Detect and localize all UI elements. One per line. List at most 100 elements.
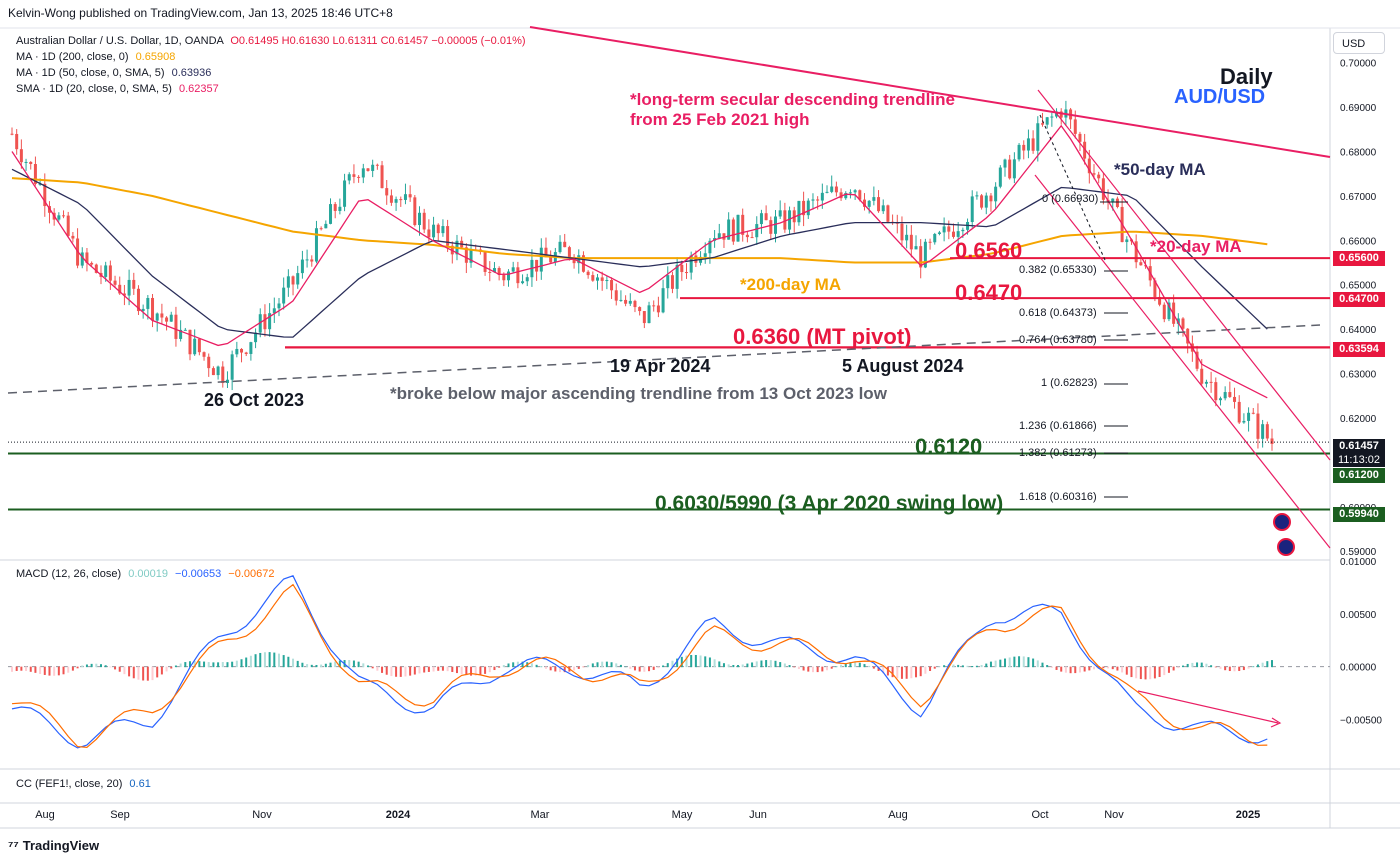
macd-bar (933, 666, 936, 669)
event-flag-icon (1277, 538, 1295, 556)
macd-bar (919, 666, 922, 677)
macd-bar (1022, 656, 1025, 668)
macd-bar (484, 666, 487, 674)
macd-bar (797, 666, 800, 670)
macd-bar (1083, 666, 1086, 672)
candle-up (441, 226, 445, 234)
time-tick-label: Nov (1104, 809, 1124, 821)
symbol-name[interactable]: Australian Dollar / U.S. Dollar, 1D, OAN… (16, 35, 224, 47)
candle-down (516, 267, 520, 284)
macd-bar (1074, 666, 1077, 674)
macd-bar (1069, 666, 1072, 674)
candle-down (352, 174, 356, 177)
candle-up (193, 338, 197, 355)
candle-down (497, 268, 501, 276)
macd-bar (11, 666, 13, 672)
macd-bar (268, 652, 271, 668)
fib-382-label: 0.382 (0.65330) (1019, 264, 1097, 276)
candle-down (502, 275, 506, 281)
candle-down (85, 252, 89, 263)
macd-bar (123, 666, 126, 675)
macd-bar (1172, 666, 1175, 671)
macd-bar (432, 666, 435, 672)
macd-bar (737, 664, 740, 668)
candle-down (408, 194, 412, 198)
macd-bar (1055, 666, 1058, 670)
macd-bar (128, 666, 131, 677)
candle-down (62, 215, 66, 217)
candle-down (94, 264, 98, 273)
candle-down (624, 299, 628, 304)
macd-bar (362, 663, 365, 668)
macd-bar (807, 666, 810, 672)
macd-bar (498, 666, 501, 668)
candle-up (905, 234, 909, 241)
candle-down (263, 314, 267, 330)
candle-up (596, 277, 600, 281)
candle-down (333, 204, 337, 211)
sma20-legend-row[interactable]: SMA · 1D (20, close, 0, SMA, 5) 0.62357 (16, 81, 526, 97)
macd-bar (559, 666, 562, 673)
fib-1-label: 1 (0.62823) (1041, 377, 1098, 389)
candle-up (1261, 424, 1265, 439)
macd-bar (221, 662, 224, 668)
macd-legend[interactable]: MACD (12, 26, close) 0.00019 −0.00653 −0… (16, 568, 274, 580)
ma50-legend-row[interactable]: MA · 1D (50, close, 0, SMA, 5) 0.63936 (16, 65, 526, 81)
candle-up (432, 224, 436, 238)
macd-bar (1158, 666, 1161, 677)
candle-down (614, 290, 618, 301)
candle-up (867, 200, 871, 207)
macd-bar (292, 658, 295, 668)
candle-up (820, 192, 824, 201)
macd-bar (615, 663, 618, 668)
macd-bar (1046, 665, 1049, 668)
tradingview-logo[interactable]: ⁷⁷ TradingView (8, 838, 99, 853)
candle-up (225, 379, 229, 383)
price-tick-label: 0.64000 (1340, 325, 1377, 336)
macd-bar (854, 662, 857, 668)
price-tick-label: 0.65000 (1340, 281, 1377, 292)
macd-bar (900, 666, 903, 679)
candle-up (647, 305, 651, 324)
candle-down (544, 247, 548, 258)
macd-bar (802, 666, 805, 671)
candle-up (24, 161, 28, 163)
candle-up (511, 267, 515, 272)
candle-up (933, 233, 937, 243)
macd-bar (184, 662, 187, 668)
macd-bar (1167, 666, 1170, 673)
candle-down (211, 368, 215, 376)
macd-bar (910, 666, 913, 679)
macd-bar (1116, 666, 1119, 671)
sma20-line (11, 124, 1268, 399)
candle-up (778, 210, 782, 217)
currency-button[interactable]: USD (1333, 32, 1385, 54)
candle-up (525, 277, 529, 282)
macd-bar (718, 661, 721, 668)
macd-bar (662, 665, 665, 668)
candle-down (586, 271, 590, 276)
candle-up (314, 228, 318, 262)
ma200-legend-row[interactable]: MA · 1D (200, close, 0) 0.65908 (16, 49, 526, 65)
candle-up (727, 219, 731, 240)
candle-down (816, 199, 820, 201)
macd-bar (582, 666, 585, 668)
macd-bar (840, 664, 843, 668)
candle-down (1162, 304, 1166, 320)
time-tick-label: Mar (531, 809, 550, 821)
candle-up (956, 231, 960, 237)
macd-bar (952, 664, 955, 668)
macd-bar (971, 666, 974, 668)
candle-up (1218, 398, 1222, 401)
macd-bar (1210, 665, 1213, 668)
cc-legend[interactable]: CC (FEF1!, close, 20) 0.61 (16, 778, 151, 790)
macd-bar (530, 663, 533, 668)
macd-signal-value: −0.00672 (228, 568, 275, 580)
candle-up (619, 299, 623, 301)
macd-bar (1060, 666, 1063, 672)
candle-down (240, 348, 244, 353)
candle-up (1223, 392, 1227, 399)
macd-bar (235, 660, 238, 668)
candle-up (394, 199, 398, 203)
candle-down (43, 183, 47, 207)
